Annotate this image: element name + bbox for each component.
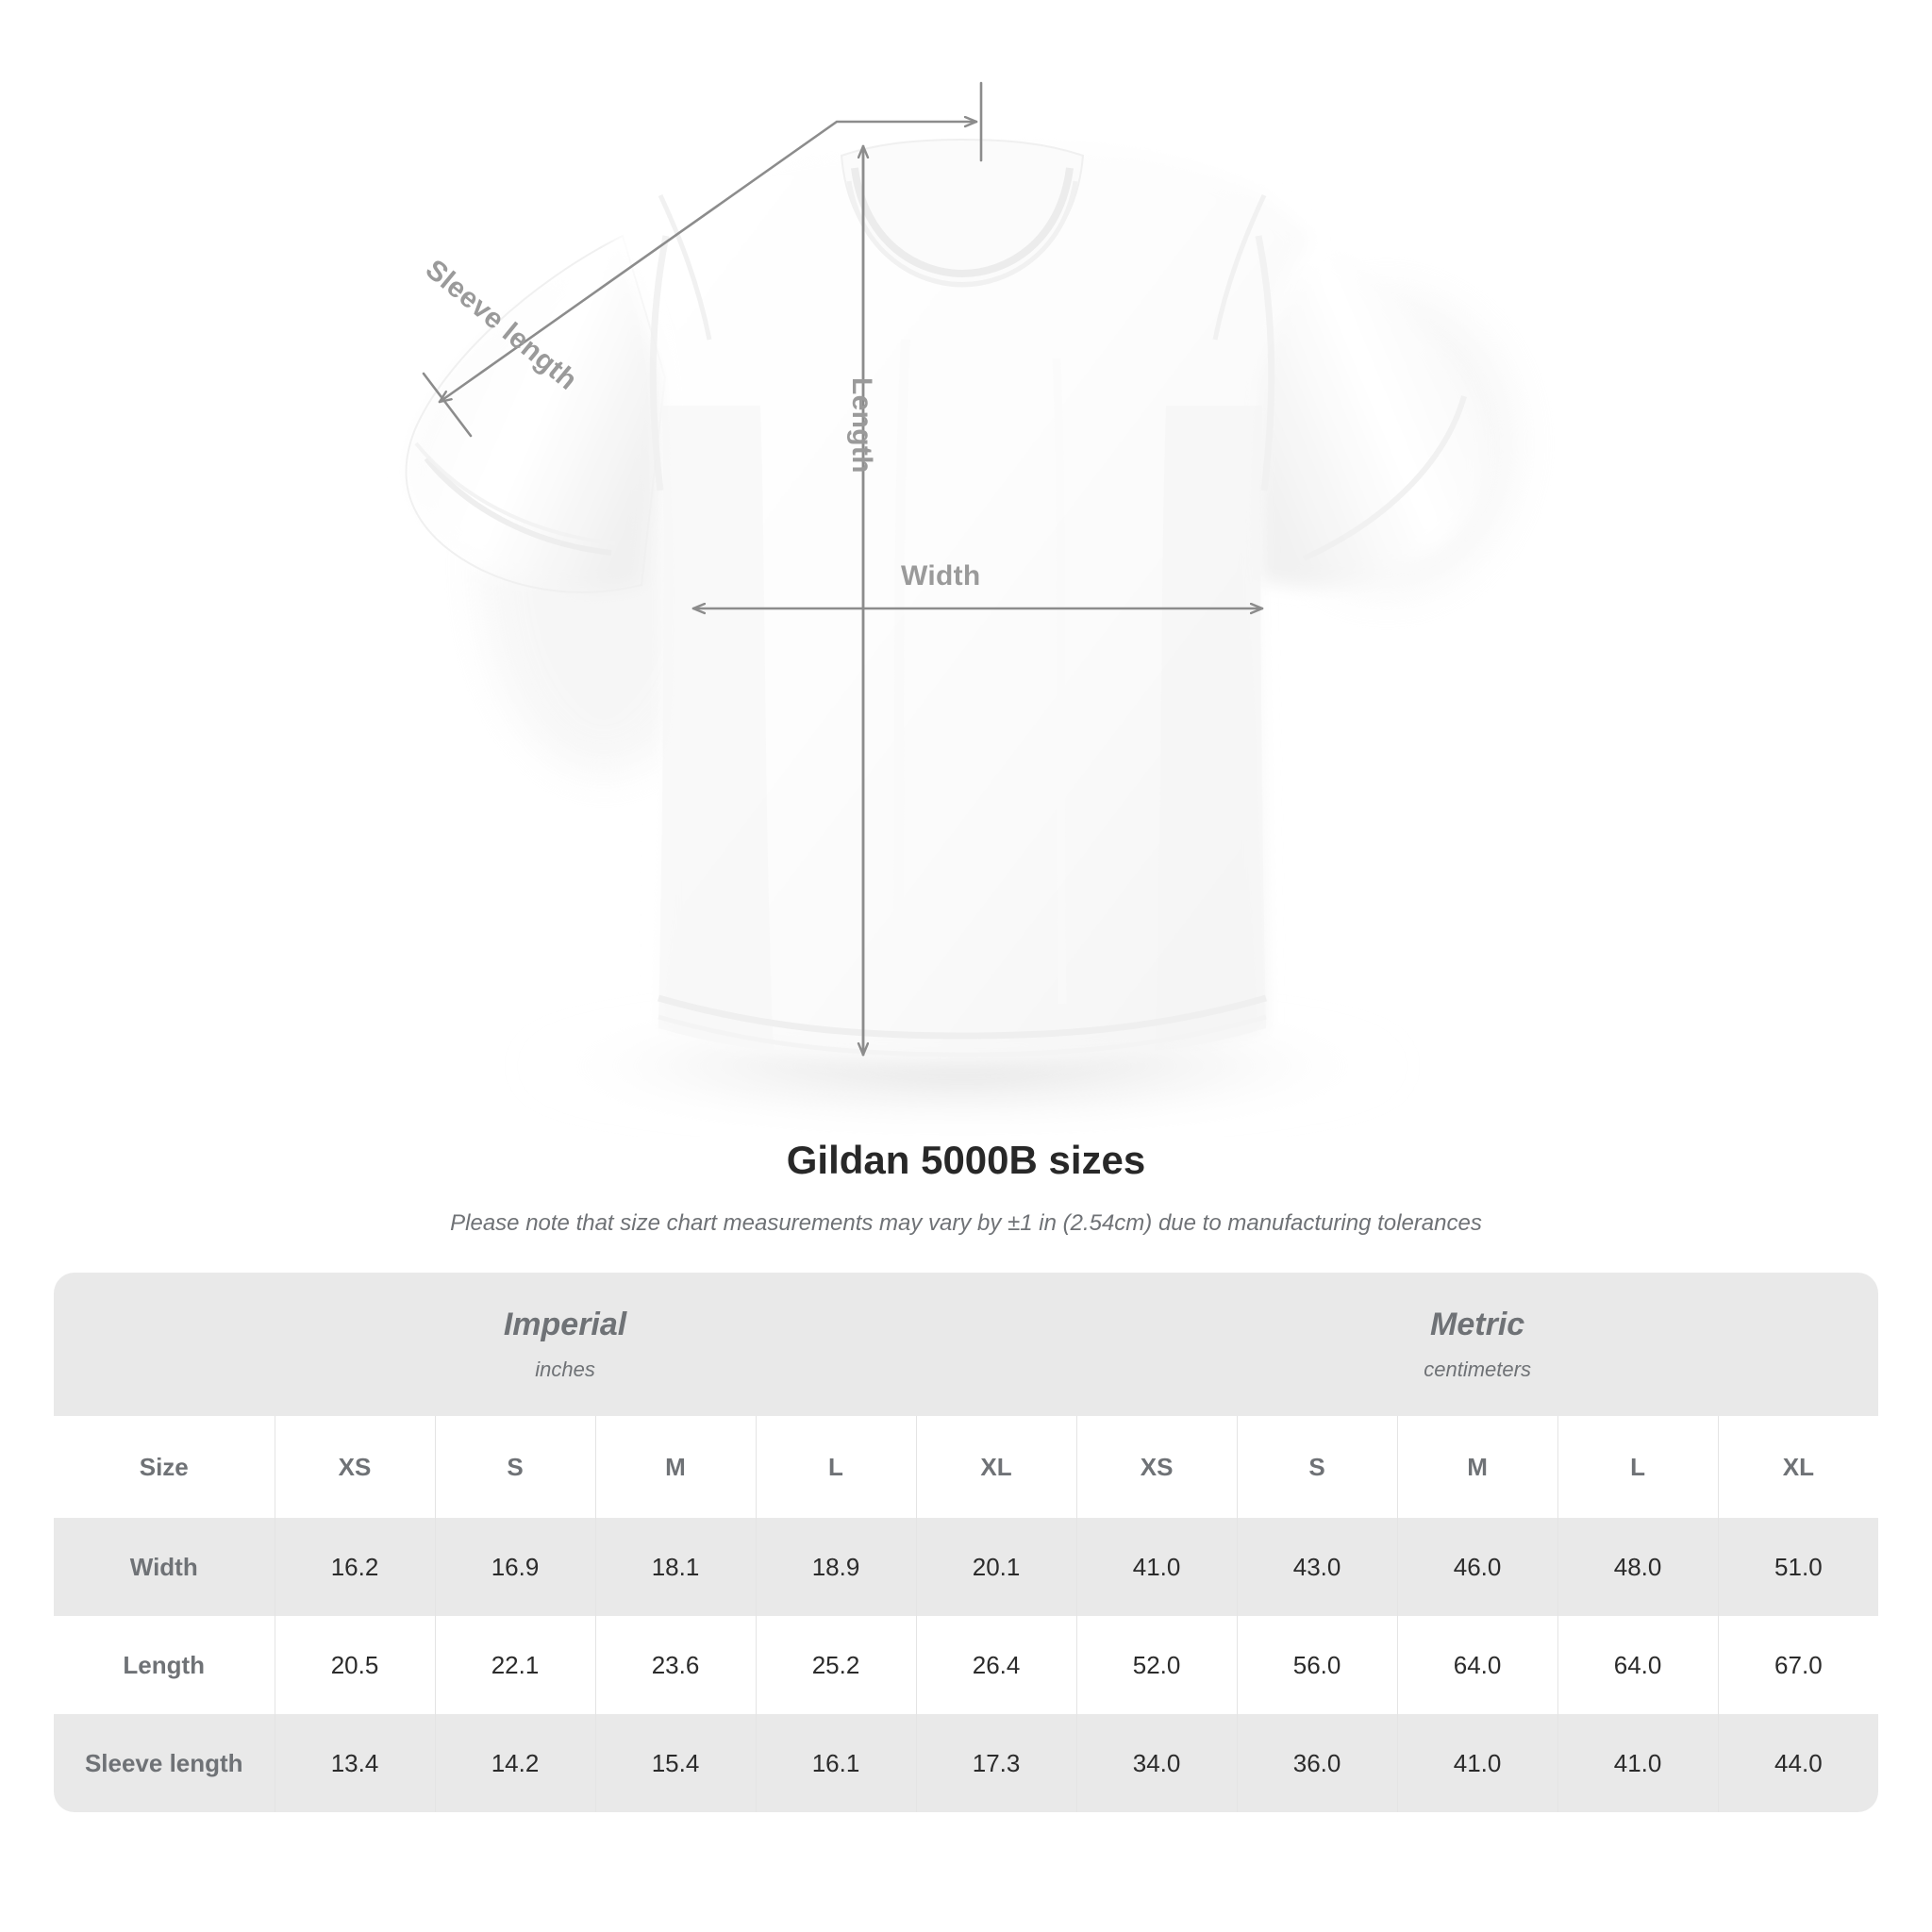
cell-length-imp-s: 22.1 (434, 1616, 595, 1714)
header-cell-imp-s: S (434, 1416, 595, 1518)
unit-group-row: Imperial inches Metric centimeters (54, 1273, 1879, 1416)
cell-sleeve-met-xl: 44.0 (1717, 1714, 1879, 1812)
page-title: Gildan 5000B sizes (786, 1138, 1146, 1182)
table-header-row: Size XS S M L XL XS S M L XL (54, 1416, 1879, 1518)
title-block: Gildan 5000B sizes Please note that size… (0, 1137, 1932, 1237)
cell-sleeve-met-s: 36.0 (1236, 1714, 1398, 1812)
row-label-width: Width (54, 1518, 275, 1616)
cell-sleeve-imp-s: 14.2 (434, 1714, 595, 1812)
header-cell-met-xl: XL (1717, 1416, 1879, 1518)
unit-group-imperial: Imperial inches (54, 1273, 1077, 1416)
header-cell-imp-l: L (755, 1416, 916, 1518)
unit-group-metric-name: Metric (1430, 1307, 1525, 1343)
header-cell-imp-xl: XL (915, 1416, 1077, 1518)
header-cell-size: Size (54, 1416, 275, 1518)
header-cell-met-s: S (1236, 1416, 1398, 1518)
cell-width-imp-s: 16.9 (434, 1518, 595, 1616)
tshirt-illustration: Sleeve length Length Width (405, 81, 1519, 1115)
cell-sleeve-imp-xl: 17.3 (915, 1714, 1077, 1812)
tshirt-diagram-svg (405, 81, 1519, 1115)
sleeve-length-guide (422, 81, 983, 438)
measurement-guides (422, 81, 1264, 1057)
unit-group-imperial-sub: inches (535, 1357, 595, 1381)
table-row: Length 20.5 22.1 23.6 25.2 26.4 52.0 56.… (54, 1616, 1879, 1714)
cell-length-imp-m: 23.6 (594, 1616, 756, 1714)
cell-width-imp-l: 18.9 (755, 1518, 916, 1616)
width-label: Width (901, 560, 981, 591)
header-cell-met-xs: XS (1075, 1416, 1238, 1518)
cell-width-met-xl: 51.0 (1717, 1518, 1879, 1616)
cell-sleeve-met-xs: 34.0 (1075, 1714, 1238, 1812)
row-label-sleeve-length: Sleeve length (54, 1714, 275, 1812)
unit-group-metric: Metric centimeters (1076, 1273, 1879, 1416)
size-chart-table-wrapper: Imperial inches Metric centimeters Size … (54, 1273, 1879, 1812)
table-row: Width 16.2 16.9 18.1 18.9 20.1 41.0 43.0… (54, 1518, 1879, 1616)
cell-length-imp-l: 25.2 (755, 1616, 916, 1714)
cell-sleeve-imp-m: 15.4 (594, 1714, 756, 1812)
cell-width-imp-xl: 20.1 (915, 1518, 1077, 1616)
header-cell-met-l: L (1557, 1416, 1719, 1518)
cell-sleeve-met-m: 41.0 (1396, 1714, 1558, 1812)
cell-sleeve-imp-l: 16.1 (755, 1714, 916, 1812)
cell-width-imp-xs: 16.2 (274, 1518, 435, 1616)
cell-length-met-xl: 67.0 (1717, 1616, 1879, 1714)
table-row: Sleeve length 13.4 14.2 15.4 16.1 17.3 3… (54, 1714, 1879, 1812)
header-cell-met-m: M (1396, 1416, 1558, 1518)
cell-sleeve-imp-xs: 13.4 (274, 1714, 435, 1812)
cell-length-imp-xl: 26.4 (915, 1616, 1077, 1714)
cell-width-met-m: 46.0 (1396, 1518, 1558, 1616)
cell-length-met-xs: 52.0 (1075, 1616, 1238, 1714)
cell-sleeve-met-l: 41.0 (1557, 1714, 1719, 1812)
tolerance-note: Please note that size chart measurements… (450, 1210, 1482, 1237)
header-cell-imp-m: M (594, 1416, 756, 1518)
cell-length-imp-xs: 20.5 (274, 1616, 435, 1714)
unit-group-imperial-name: Imperial (503, 1307, 627, 1343)
cell-width-met-l: 48.0 (1557, 1518, 1719, 1616)
unit-group-metric-sub: centimeters (1424, 1357, 1531, 1381)
cell-length-met-m: 64.0 (1396, 1616, 1558, 1714)
cell-width-imp-m: 18.1 (594, 1518, 756, 1616)
cell-length-met-l: 64.0 (1557, 1616, 1719, 1714)
cell-length-met-s: 56.0 (1236, 1616, 1398, 1714)
header-cell-imp-xs: XS (274, 1416, 435, 1518)
cell-width-met-s: 43.0 (1236, 1518, 1398, 1616)
length-label: Length (846, 377, 877, 474)
size-chart-table: Imperial inches Metric centimeters Size … (54, 1273, 1879, 1812)
cell-width-met-xs: 41.0 (1075, 1518, 1238, 1616)
row-label-length: Length (54, 1616, 275, 1714)
